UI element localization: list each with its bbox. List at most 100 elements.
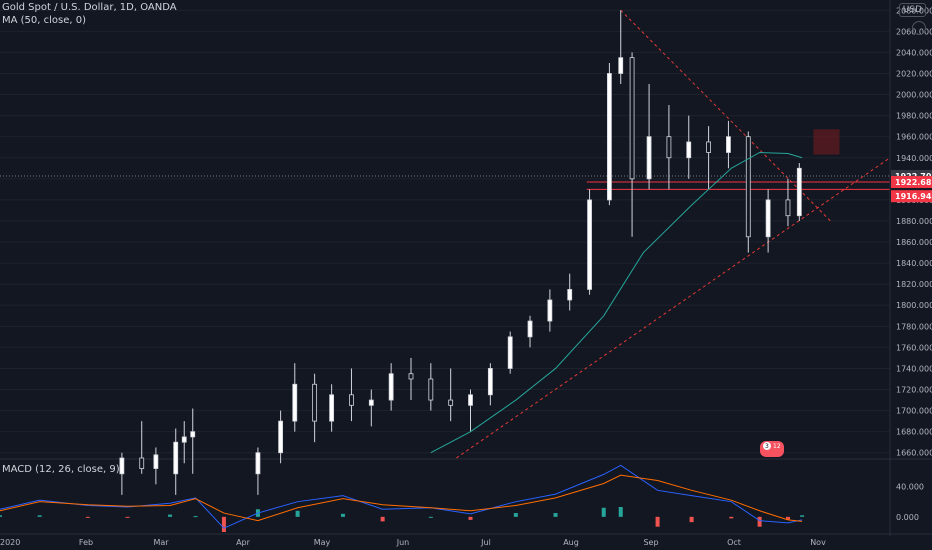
candle-body-15 [428, 378, 434, 401]
macd-hist-bar-22 [800, 515, 805, 517]
macd-hist-bar-12 [468, 516, 473, 520]
price-axis[interactable]: 1660.000 1680.000 1700.000 1720.000 1740.000… [889, 0, 932, 536]
candle-body-25 [618, 57, 624, 74]
candle-body-2 [153, 454, 159, 469]
price-pane[interactable]: 3 12 [0, 9, 932, 495]
time-tick-label: Sep [643, 538, 658, 547]
macd-hist-bar-13 [513, 513, 518, 517]
price-tick-label: 1980.000 [896, 112, 932, 121]
macd-hist-bar-16 [618, 506, 623, 517]
macd-hist-bar-20 [757, 516, 762, 527]
price-tick-label: 2020.000 [896, 69, 932, 78]
candle-body-5 [190, 431, 196, 438]
candle-body-7 [278, 420, 284, 454]
candle-body-23 [587, 199, 592, 290]
candle-body-30 [706, 141, 711, 153]
macd-tick-label: 40.000 [896, 483, 924, 492]
candle-body-24 [606, 73, 612, 201]
candle-body-16 [448, 399, 454, 406]
macd-hist-bar-1 [37, 515, 42, 517]
price-tick-label: 1740.000 [896, 364, 932, 373]
descending-trendline [620, 9, 831, 222]
macd-hist-bar-4 [168, 514, 173, 517]
macd-hist-bar-19 [729, 516, 734, 519]
price-tag-label: 1922.687 [895, 178, 932, 187]
currency-selector[interactable]: USD [898, 3, 926, 17]
macd-hist-bar-14 [553, 513, 558, 517]
candle-body-13 [388, 373, 394, 401]
candle-body-8 [292, 383, 298, 422]
target-box [813, 129, 840, 155]
macd-hist-bar-5 [193, 516, 198, 518]
candle-body-3 [173, 441, 179, 475]
price-tick-label: 1720.000 [896, 386, 932, 395]
time-tick-label: Aug [563, 538, 579, 547]
time-axis[interactable]: 2020 Feb Mar Apr May Jun Jul Aug Sep Oct Nov [0, 533, 932, 547]
macd-hist-bar-21 [785, 516, 790, 520]
badge-count: 12 [773, 443, 781, 450]
candle-body-0 [119, 457, 125, 475]
candle-body-26 [629, 57, 635, 180]
price-tick-label: 1700.000 [896, 407, 932, 416]
macd-hist-bar-9 [340, 513, 345, 517]
price-tick-label: 1860.000 [896, 238, 932, 247]
macd-legend-text: MACD (12, 26, close, 9) [2, 464, 120, 475]
candle-body-20 [527, 320, 533, 338]
ma-line [430, 151, 803, 454]
price-tag-bg-2 [891, 190, 932, 203]
candle-body-4 [181, 436, 187, 443]
candle-body-21 [547, 299, 553, 322]
candle-body-1 [139, 457, 145, 469]
macd-axis[interactable]: 40.000 0.000 [896, 483, 924, 522]
candle-body-35 [796, 167, 802, 217]
candle-body-9 [312, 383, 318, 422]
price-tick-label: 2040.000 [896, 48, 932, 57]
time-tick-label: Jul [480, 538, 491, 547]
candle-body-19 [507, 336, 513, 369]
macd-hist-bar-6 [221, 516, 226, 532]
candle-body-18 [487, 368, 493, 396]
price-tick-label: 1680.000 [896, 428, 932, 437]
macd-tick-label: 0.000 [896, 513, 919, 522]
price-tick-label: 1780.000 [896, 322, 932, 331]
price-tick-label: 1820.000 [896, 280, 932, 289]
time-tick-label: 2020 [0, 538, 20, 547]
time-tick-label: Feb [79, 538, 93, 547]
candle-body-14 [408, 373, 414, 380]
time-tick-label: Nov [810, 538, 826, 547]
time-tick-label: May [314, 538, 331, 547]
price-tick-label: 1800.000 [896, 301, 932, 310]
candle-body-27 [646, 136, 652, 180]
macd-pane[interactable] [0, 464, 805, 532]
symbol-legend[interactable]: Gold Spot / U.S. Dollar, 1D, OANDA [2, 2, 177, 13]
macd-hist-bar-8 [295, 510, 300, 517]
gear-icon[interactable] [912, 21, 926, 35]
time-tick-label: Oct [727, 538, 741, 547]
time-tick-label: Mar [153, 538, 169, 547]
macd-hist-bar-18 [689, 516, 694, 523]
badge-dot [763, 442, 771, 450]
price-tick-label: 2080.000 [896, 6, 932, 15]
candle-body-31 [726, 136, 731, 153]
price-tick-label: 1880.000 [896, 217, 932, 226]
price-tick-label: 1960.000 [896, 133, 932, 142]
ma-legend-text: MA (50, close, 0) [2, 15, 87, 26]
price-tick-label: 1940.000 [896, 154, 932, 163]
candle-body-32 [745, 136, 751, 238]
macd-legend[interactable]: MACD (12, 26, close, 9) [2, 464, 120, 475]
candle-body-11 [349, 394, 354, 406]
events-badge[interactable]: 3 12 [760, 441, 784, 457]
signal-line [0, 474, 803, 522]
price-tick-label: 1760.000 [896, 343, 932, 352]
ma-legend[interactable]: MA (50, close, 0) [2, 15, 86, 26]
candle-body-10 [329, 394, 335, 422]
candle-body-17 [468, 394, 473, 406]
macd-line [0, 464, 803, 529]
time-tick-label: Apr [236, 538, 251, 547]
badge-number: 3 [765, 443, 769, 450]
price-tick-label: 1840.000 [896, 259, 932, 268]
macd-hist-bar-3 [125, 516, 130, 518]
candle-body-28 [666, 136, 672, 159]
macd-hist-bar-11 [428, 516, 433, 518]
